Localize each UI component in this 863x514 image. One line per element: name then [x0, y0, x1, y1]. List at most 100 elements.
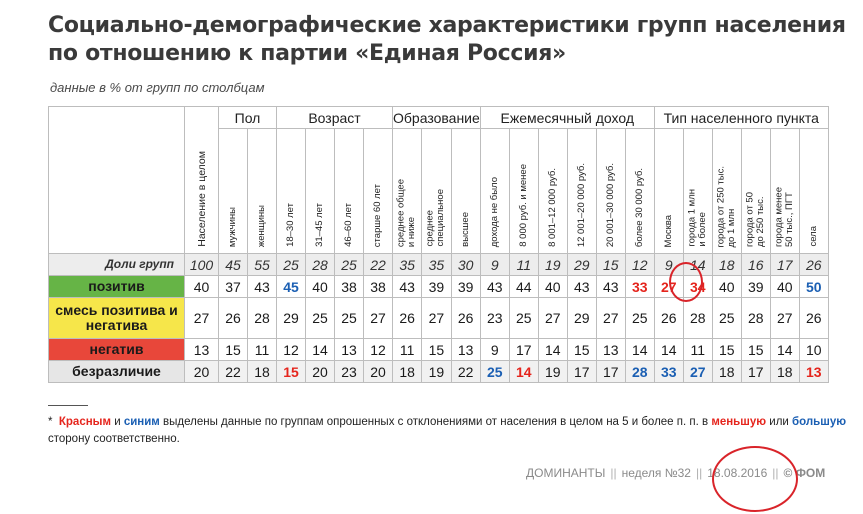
value-cell: 40 [184, 275, 219, 298]
group-size-cell: 45 [218, 253, 248, 276]
row-indifferent: безразличие 20 22 18 15 20 23 20 18 19 22 25 14 19 17 1… [48, 360, 829, 383]
value-cell: 26 [450, 297, 481, 339]
col-header-label: мужчины [226, 206, 238, 247]
col-header-label: 8 000 руб. и менее [517, 164, 529, 247]
group-size-cell: 9 [479, 253, 510, 276]
value-cell: 14 [305, 338, 335, 361]
row-mixed: смесь позитива и негатива 27 26 28 29 25 25 27 2… [48, 297, 829, 339]
group-size-cell: 29 [566, 253, 597, 276]
week-label: неделя №32 [621, 466, 691, 480]
col-header: 8 000 руб. и менее [508, 128, 539, 254]
group-size-cell: 100 [184, 253, 219, 276]
col-header: 46–60 лет [334, 128, 364, 254]
value-cell: 17 [566, 360, 597, 383]
footnote-text-2: сторону соответственно. [48, 433, 180, 445]
value-cell: 40 [305, 275, 335, 298]
value-cell: 39 [450, 275, 481, 298]
col-header-label: Население в целом [195, 151, 208, 247]
value-cell: 27 [363, 297, 393, 339]
group-size-cell: 30 [450, 253, 481, 276]
value-cell: 14 [508, 360, 539, 383]
value-cell: 50 [798, 275, 829, 298]
footnote-and: и [114, 416, 121, 428]
group-size-cell: 55 [247, 253, 277, 276]
value-cell: 23 [334, 360, 364, 383]
col-header: 18–30 лет [276, 128, 306, 254]
col-header: села [798, 128, 829, 254]
footnote-less-word: меньшую [711, 416, 767, 428]
value-cell: 11 [682, 338, 713, 361]
value-cell: 27 [421, 297, 452, 339]
col-header-label: 12 001–20 000 руб. [575, 162, 587, 247]
col-header-label: женщины [255, 204, 267, 247]
col-header-label: города от 50 до 250 тыс. [744, 192, 766, 247]
group-header-sex: Пол [218, 106, 277, 129]
group-size-cell: 18 [711, 253, 742, 276]
value-cell: 43 [391, 275, 423, 298]
value-cell: 14 [624, 338, 655, 361]
value-cell: 39 [740, 275, 771, 298]
value-cell: 44 [508, 275, 539, 298]
value-cell: 15 [218, 338, 248, 361]
col-header: 31–45 лет [305, 128, 335, 254]
value-cell: 18 [769, 360, 800, 383]
group-header-row: Население в целом Пол Возраст Образовани… [48, 106, 829, 254]
row-negative: негатив 13 15 11 12 14 13 12 11 15 13 9 17 14 15 13 14 14… [48, 338, 829, 361]
value-cell: 13 [334, 338, 364, 361]
value-cell: 26 [391, 297, 423, 339]
col-header-label: дохода не было [488, 176, 500, 247]
col-header-label: 8 001–12 000 руб. [546, 168, 558, 247]
group-size-cell: 26 [798, 253, 829, 276]
brand-separator: || [695, 466, 703, 480]
value-cell: 26 [218, 297, 248, 339]
group-size-label: Доли групп [48, 253, 185, 276]
col-header: среднее общее и ниже [391, 128, 423, 254]
value-cell: 15 [276, 360, 306, 383]
group-size-cell: 19 [537, 253, 568, 276]
brand-line: ДОМИНАНТЫ || неделя №32 || 18.08.2016 || © ФОМ [526, 466, 825, 480]
col-header-label: города менее 50 тыс., ПГТ [773, 187, 795, 247]
value-cell: 25 [508, 297, 539, 339]
value-cell: 38 [363, 275, 393, 298]
value-cell: 43 [479, 275, 510, 298]
value-cell: 11 [391, 338, 423, 361]
group-size-cell: 17 [769, 253, 800, 276]
value-cell: 33 [653, 360, 684, 383]
data-table: Население в целом Пол Возраст Образовани… [48, 106, 829, 383]
value-cell: 20 [305, 360, 335, 383]
value-cell: 27 [595, 297, 626, 339]
col-header-label: более 30 000 руб. [633, 167, 645, 247]
col-header: города 1 млн и более [682, 128, 713, 254]
value-cell: 27 [653, 275, 684, 298]
value-cell: 43 [566, 275, 597, 298]
col-header-label: города 1 млн и более [686, 189, 708, 247]
column-header-row: мужчины женщины 18–30 лет 31–45 лет 46–60 ле… [49, 128, 829, 254]
row-label: безразличие [48, 360, 185, 383]
group-size-cell: 12 [624, 253, 655, 276]
col-header-label: среднее общее и ниже [395, 178, 418, 247]
value-cell: 28 [682, 297, 713, 339]
value-cell: 28 [624, 360, 655, 383]
value-cell: 10 [798, 338, 829, 361]
footnote-star: * [48, 416, 53, 428]
value-cell: 25 [305, 297, 335, 339]
page-title: Социально-демографические характеристики… [48, 13, 846, 66]
col-header: женщины [247, 128, 277, 254]
value-cell: 40 [537, 275, 568, 298]
value-cell: 18 [391, 360, 423, 383]
group-size-cell: 16 [740, 253, 771, 276]
col-header: более 30 000 руб. [624, 128, 655, 254]
value-cell: 43 [247, 275, 277, 298]
group-size-cell: 9 [653, 253, 684, 276]
value-cell: 22 [218, 360, 248, 383]
footnote-text-1: выделены данные по группам опрошенных с … [163, 416, 709, 428]
value-cell: 14 [537, 338, 568, 361]
value-cell: 15 [421, 338, 452, 361]
group-size-row: Доли групп 100 45 55 25 28 25 22 35 35 30 9 11 19 29 15… [48, 253, 829, 276]
col-header-label: высшее [459, 212, 471, 247]
col-header: 8 001–12 000 руб. [537, 128, 568, 254]
footnote: * Красным и синим выделены данные по гру… [48, 414, 853, 448]
value-cell: 11 [247, 338, 277, 361]
footnote-more-word: большую [792, 416, 847, 428]
value-cell: 26 [653, 297, 684, 339]
